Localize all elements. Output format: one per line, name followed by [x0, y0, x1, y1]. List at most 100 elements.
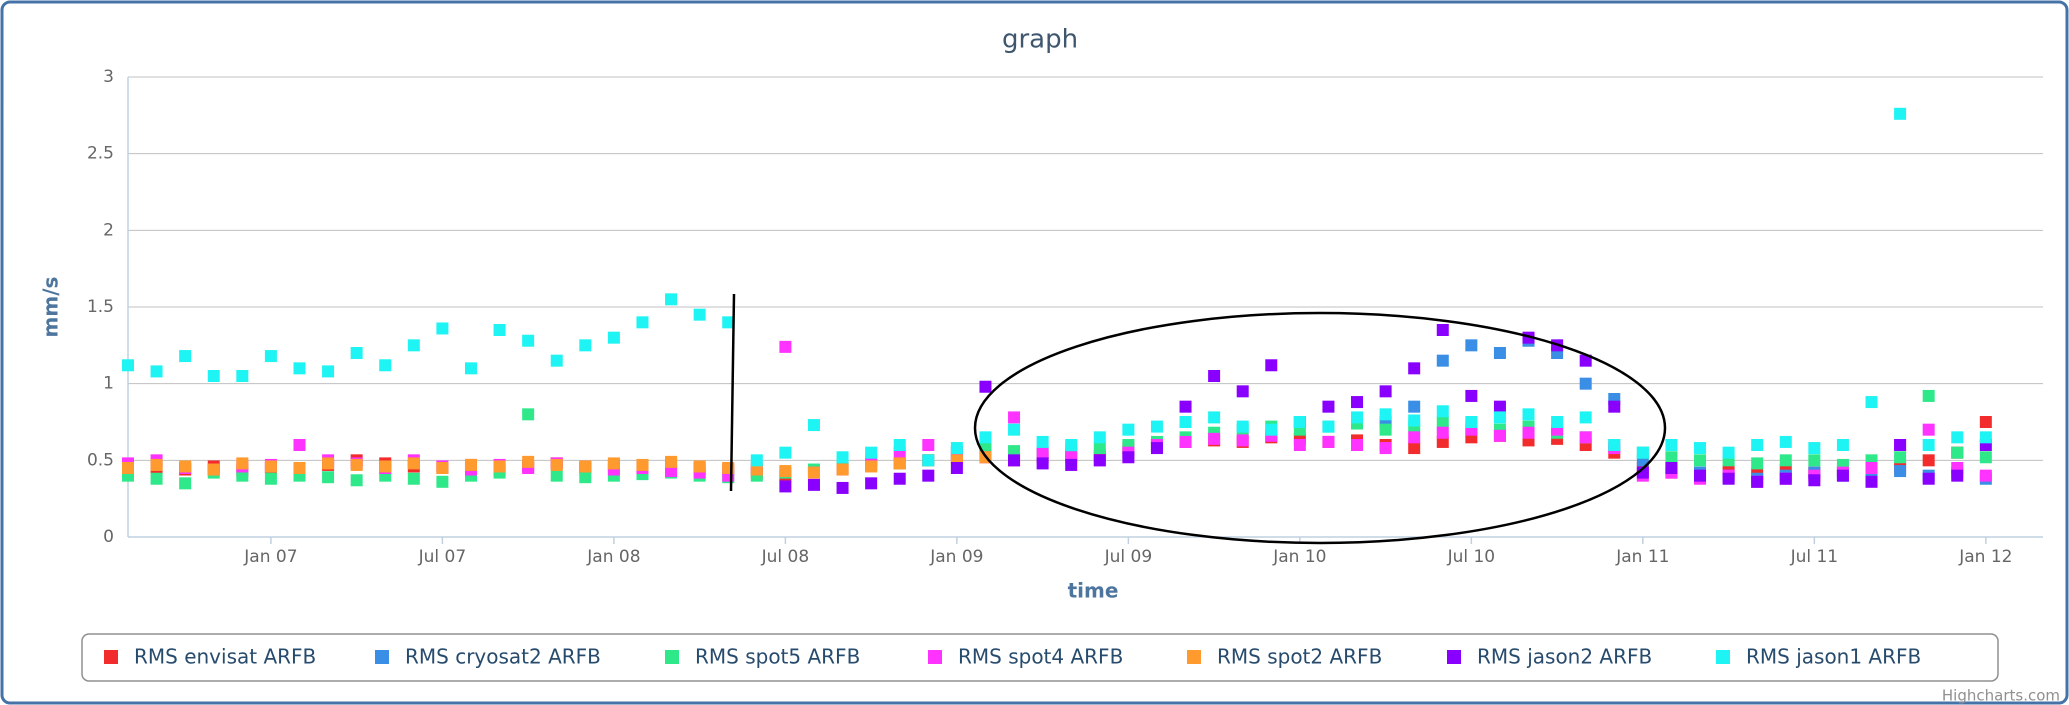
point [179, 350, 192, 363]
point [1408, 400, 1421, 413]
point [750, 454, 763, 467]
point [1150, 442, 1163, 455]
point [1751, 475, 1764, 488]
point [1093, 431, 1106, 444]
x-tick-label: Jul 07 [418, 547, 467, 567]
point [1322, 435, 1335, 448]
point [1608, 439, 1621, 451]
point [922, 454, 935, 467]
legend-symbol [928, 650, 942, 664]
point [1922, 439, 1935, 451]
point [1751, 439, 1764, 451]
annotation-line [729, 293, 736, 492]
point [1093, 442, 1106, 455]
annotation-ellipse [973, 311, 1667, 545]
point [1722, 446, 1735, 459]
legend-symbol [1716, 650, 1730, 664]
point [207, 370, 220, 382]
point [1951, 469, 1964, 482]
point [1493, 400, 1506, 413]
legend-label: RMS spot5 ARFB [695, 645, 860, 669]
y-tick-label: 0 [103, 527, 114, 547]
point [1579, 431, 1592, 444]
point [1894, 465, 1907, 478]
point [865, 477, 878, 490]
point [1636, 446, 1649, 459]
point [350, 347, 363, 359]
point [236, 469, 249, 482]
point [350, 458, 363, 471]
point [579, 339, 592, 352]
x-tick-label: Jan 07 [243, 547, 297, 567]
point [1951, 431, 1964, 444]
point [1379, 408, 1392, 421]
point [1293, 416, 1306, 428]
point [865, 446, 878, 459]
point [950, 462, 963, 474]
point [1436, 426, 1449, 439]
point [464, 362, 477, 375]
y-tick-label: 3 [103, 67, 114, 87]
point [1351, 396, 1364, 409]
legend-label: RMS jason2 ARFB [1477, 645, 1652, 669]
point [1808, 442, 1821, 455]
x-tick-label: Jan 12 [1958, 547, 2012, 567]
point [779, 465, 792, 478]
point [1779, 454, 1792, 467]
point [579, 460, 592, 473]
point [779, 340, 792, 353]
point [1322, 400, 1335, 413]
point [493, 324, 506, 336]
x-tick-label: Jan 11 [1615, 547, 1669, 567]
point [1465, 416, 1478, 428]
plot: 0 0.5 1 1.5 2 2.5 3 Jan 07 Jul 07 Jan 08 Jul 08 Jan… [87, 67, 2043, 567]
credit: Highcharts.com [1942, 687, 2060, 705]
point [665, 293, 678, 306]
point [922, 439, 935, 451]
y-tick-label: 1 [103, 374, 114, 394]
x-axis-title: time [1068, 579, 1119, 603]
point [407, 457, 420, 470]
point [1236, 434, 1249, 447]
point [1579, 411, 1592, 424]
point [1036, 446, 1049, 459]
point [1208, 411, 1221, 424]
point [1008, 445, 1021, 458]
point [1122, 451, 1135, 464]
point [493, 460, 506, 473]
y-tick-label: 2.5 [87, 144, 114, 164]
point [893, 472, 906, 485]
legend-symbol [1447, 650, 1461, 664]
point [150, 458, 163, 471]
point [1265, 359, 1278, 372]
point [607, 457, 620, 470]
point [1093, 454, 1106, 467]
point [1551, 416, 1564, 428]
legend-symbol [375, 650, 389, 664]
point [1150, 420, 1163, 433]
point [636, 458, 649, 471]
point [122, 462, 134, 474]
point [236, 457, 249, 470]
point [1265, 423, 1278, 436]
point [1922, 423, 1935, 436]
point [779, 446, 792, 459]
point [550, 354, 563, 367]
legend-symbol [104, 650, 118, 664]
point [1865, 396, 1878, 409]
legend-label: RMS spot4 ARFB [958, 645, 1123, 669]
point [550, 458, 563, 471]
point [522, 408, 535, 421]
y-tick-label: 1.5 [87, 297, 114, 317]
point [1208, 432, 1221, 445]
point [1694, 454, 1707, 467]
point [1979, 416, 1992, 428]
point [1379, 385, 1392, 398]
point [893, 457, 906, 470]
point [264, 350, 277, 363]
point [979, 380, 992, 393]
point [1894, 451, 1907, 464]
legend-label: RMS jason1 ARFB [1746, 645, 1921, 669]
point [1065, 458, 1078, 471]
point [1608, 400, 1621, 413]
